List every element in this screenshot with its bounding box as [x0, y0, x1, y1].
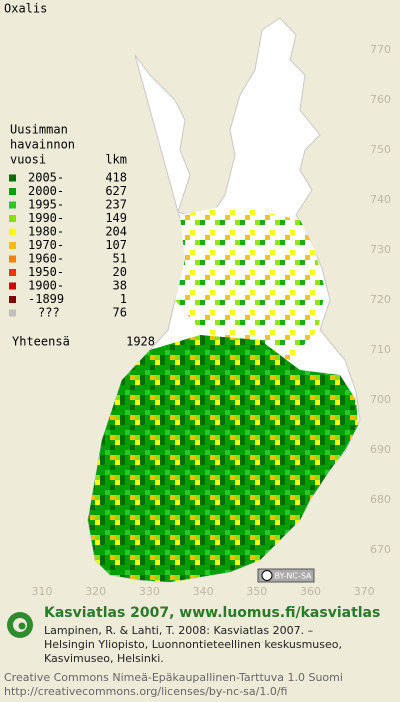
legend-swatch [9, 228, 16, 236]
legend-total: 1928 [126, 335, 155, 349]
x-grid-label: 310 [32, 585, 53, 598]
y-grid-label: 740 [370, 193, 391, 206]
x-grid-label: 330 [139, 585, 160, 598]
y-grid-label: 690 [370, 443, 391, 456]
legend-label: 2005- [28, 171, 64, 185]
legend-count: 1 [120, 292, 127, 306]
legend-swatch [9, 309, 16, 317]
legend-total-label: Yhteensä [12, 335, 70, 349]
legend-col-count: lkm [105, 153, 127, 167]
legend-label: 1980- [28, 225, 64, 239]
y-grid-label: 770 [370, 43, 391, 56]
legend-label: 1990- [28, 211, 64, 225]
citation: Kasvimuseo, Helsinki. [44, 652, 164, 665]
y-grid-label: 670 [370, 543, 391, 556]
legend-swatch [9, 201, 16, 209]
map-title: Oxalis [4, 2, 47, 16]
legend-label: ??? [38, 306, 60, 320]
legend-col-year: vuosi [10, 153, 46, 167]
legend-count: 204 [105, 225, 127, 239]
legend-label: 1960- [28, 252, 64, 266]
legend-swatch [9, 215, 16, 222]
legend-label: -1899 [28, 292, 64, 306]
logo [7, 612, 33, 638]
footer-headline: Kasviatlas 2007, www.luomus.fi/kasviatla… [44, 605, 380, 621]
legend-count: 76 [113, 306, 127, 320]
legend-count: 627 [105, 184, 127, 198]
y-grid-label: 730 [370, 243, 391, 256]
legend-swatch [9, 255, 16, 263]
legend-swatch [9, 188, 16, 195]
legend-label: 1900- [28, 279, 64, 293]
legend-heading: havainnon [10, 138, 75, 152]
legend-count: 107 [105, 238, 127, 252]
legend-heading: Uusimman [10, 123, 68, 137]
x-grid-label: 350 [246, 585, 267, 598]
citation: Helsingin Yliopisto, Luonnontieteellinen… [44, 638, 342, 651]
y-grid-label: 710 [370, 343, 391, 356]
legend-count: 20 [113, 265, 127, 279]
legend-count: 149 [105, 211, 127, 225]
x-grid-label: 360 [300, 585, 321, 598]
y-grid-label: 700 [370, 393, 391, 406]
legend-swatch [9, 296, 16, 303]
legend-count: 51 [113, 252, 127, 266]
y-grid-label: 760 [370, 93, 391, 106]
x-grid-label: 370 [354, 585, 375, 598]
legend-count: 418 [105, 171, 127, 185]
legend-count: 237 [105, 198, 127, 212]
legend-swatch [9, 242, 16, 249]
badge-text: BY-NC-SA [274, 572, 312, 581]
legend-label: 1970- [28, 238, 64, 252]
legend-swatch [9, 174, 16, 182]
legend-label: 1950- [28, 265, 64, 279]
observed-area-north [175, 205, 325, 360]
y-grid-label: 750 [370, 143, 391, 156]
y-grid-label: 680 [370, 493, 391, 506]
cc-badge: BY-NC-SA [257, 568, 315, 583]
license: Creative Commons Nimeä-Epäkaupallinen-Ta… [4, 671, 343, 684]
x-grid-label: 320 [85, 585, 106, 598]
legend-count: 38 [113, 279, 127, 293]
legend-swatch [9, 269, 16, 276]
x-grid-label: 340 [193, 585, 214, 598]
legend-swatch [9, 282, 16, 290]
legend-label: 1995- [28, 198, 64, 212]
y-grid-label: 720 [370, 293, 391, 306]
legend-label: 2000- [28, 184, 64, 198]
observed-area-south [88, 335, 358, 582]
license: http://creativecommons.org/licenses/by-n… [4, 685, 287, 698]
citation: Lampinen, R. & Lahti, T. 2008: Kasviatla… [44, 624, 313, 637]
